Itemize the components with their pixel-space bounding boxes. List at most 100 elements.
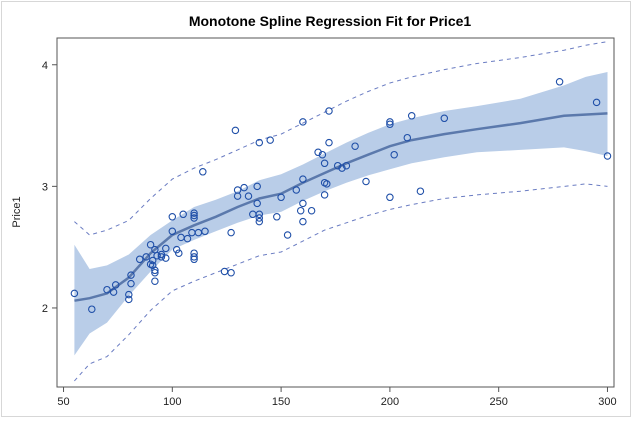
data-point — [179, 210, 187, 219]
data-point — [135, 255, 144, 264]
data-point — [244, 192, 253, 200]
y-axis-label: Price1 — [11, 196, 23, 227]
data-point — [148, 256, 157, 265]
confidence-band — [74, 72, 608, 356]
data-point — [253, 199, 261, 208]
data-point — [240, 183, 248, 192]
data-point — [320, 191, 329, 199]
data-point — [109, 288, 118, 296]
x-tick-label: 150 — [272, 396, 290, 408]
data-point — [157, 250, 166, 259]
data-point — [342, 161, 351, 170]
data-point — [320, 159, 329, 168]
plot-area — [56, 37, 615, 388]
data-point — [292, 186, 301, 194]
data-point — [325, 107, 333, 115]
data-point — [255, 214, 264, 222]
data-point — [168, 213, 177, 221]
data-point — [162, 254, 170, 262]
y-axis-ticks: 2 3 4 — [42, 60, 57, 315]
data-point — [111, 281, 120, 289]
data-point — [153, 251, 161, 260]
x-axis-ticks: 50 100 150 200 250 300 — [57, 387, 617, 408]
data-point — [190, 214, 198, 222]
data-point — [175, 249, 183, 257]
data-point — [592, 98, 601, 107]
data-point — [416, 187, 425, 195]
data-point — [386, 120, 394, 129]
data-points — [70, 78, 612, 313]
data-point — [255, 138, 264, 147]
y-tick-label: 2 — [42, 303, 48, 315]
prediction-limit-upper — [74, 41, 608, 236]
data-point — [151, 266, 159, 275]
data-point — [603, 152, 612, 160]
data-point — [162, 244, 170, 253]
data-point — [183, 234, 192, 243]
data-point — [266, 136, 274, 144]
data-point — [299, 199, 307, 208]
data-point — [338, 164, 346, 172]
data-point — [555, 78, 564, 86]
x-tick-label: 300 — [598, 396, 616, 408]
data-point — [407, 112, 416, 120]
data-point — [201, 227, 209, 236]
data-point — [325, 138, 333, 147]
data-point — [318, 150, 327, 159]
data-point — [299, 175, 307, 183]
data-point — [146, 240, 155, 249]
data-point — [190, 255, 198, 264]
x-tick-label: 100 — [163, 396, 181, 408]
data-point — [351, 142, 359, 150]
x-tick-label: 250 — [490, 396, 508, 408]
data-point — [227, 228, 235, 237]
chart-svg: Monotone Spline Regression Fit for Price… — [11, 13, 617, 408]
data-point — [125, 295, 133, 304]
data-point — [227, 268, 235, 277]
data-point — [151, 268, 159, 277]
data-point — [307, 206, 316, 215]
data-point — [253, 182, 261, 191]
data-point — [390, 150, 398, 159]
data-point — [255, 217, 264, 226]
data-point — [103, 285, 111, 294]
data-point — [70, 289, 79, 298]
data-point — [125, 290, 133, 299]
data-point — [190, 211, 198, 220]
data-point — [127, 279, 135, 288]
data-point — [172, 245, 181, 254]
data-point — [220, 267, 229, 276]
data-point — [255, 210, 264, 219]
data-point — [314, 148, 322, 157]
data-point — [88, 305, 96, 313]
fit-line — [74, 112, 608, 302]
data-point — [386, 118, 394, 126]
data-point — [231, 126, 240, 135]
data-point — [323, 180, 331, 188]
data-point — [190, 209, 198, 217]
data-point — [148, 261, 157, 270]
data-point — [403, 133, 412, 142]
data-point — [151, 277, 159, 285]
data-point — [299, 118, 307, 126]
data-point — [199, 168, 207, 176]
y-tick-label: 3 — [42, 181, 48, 193]
data-point — [283, 231, 292, 239]
prediction-limit-lower — [74, 183, 608, 382]
y-tick-label: 4 — [42, 60, 48, 72]
data-point — [157, 253, 166, 261]
data-point — [142, 253, 150, 261]
x-tick-label: 200 — [381, 396, 399, 408]
data-point — [273, 213, 281, 221]
data-point — [127, 271, 135, 279]
data-point — [296, 206, 305, 215]
data-point — [333, 161, 342, 170]
data-point — [299, 217, 307, 226]
chart-title: Monotone Spline Regression Fit for Price… — [189, 13, 472, 29]
data-point — [233, 192, 242, 200]
x-tick-label: 50 — [57, 396, 69, 408]
data-point — [277, 193, 285, 202]
data-point — [190, 253, 198, 261]
data-point — [362, 177, 370, 186]
